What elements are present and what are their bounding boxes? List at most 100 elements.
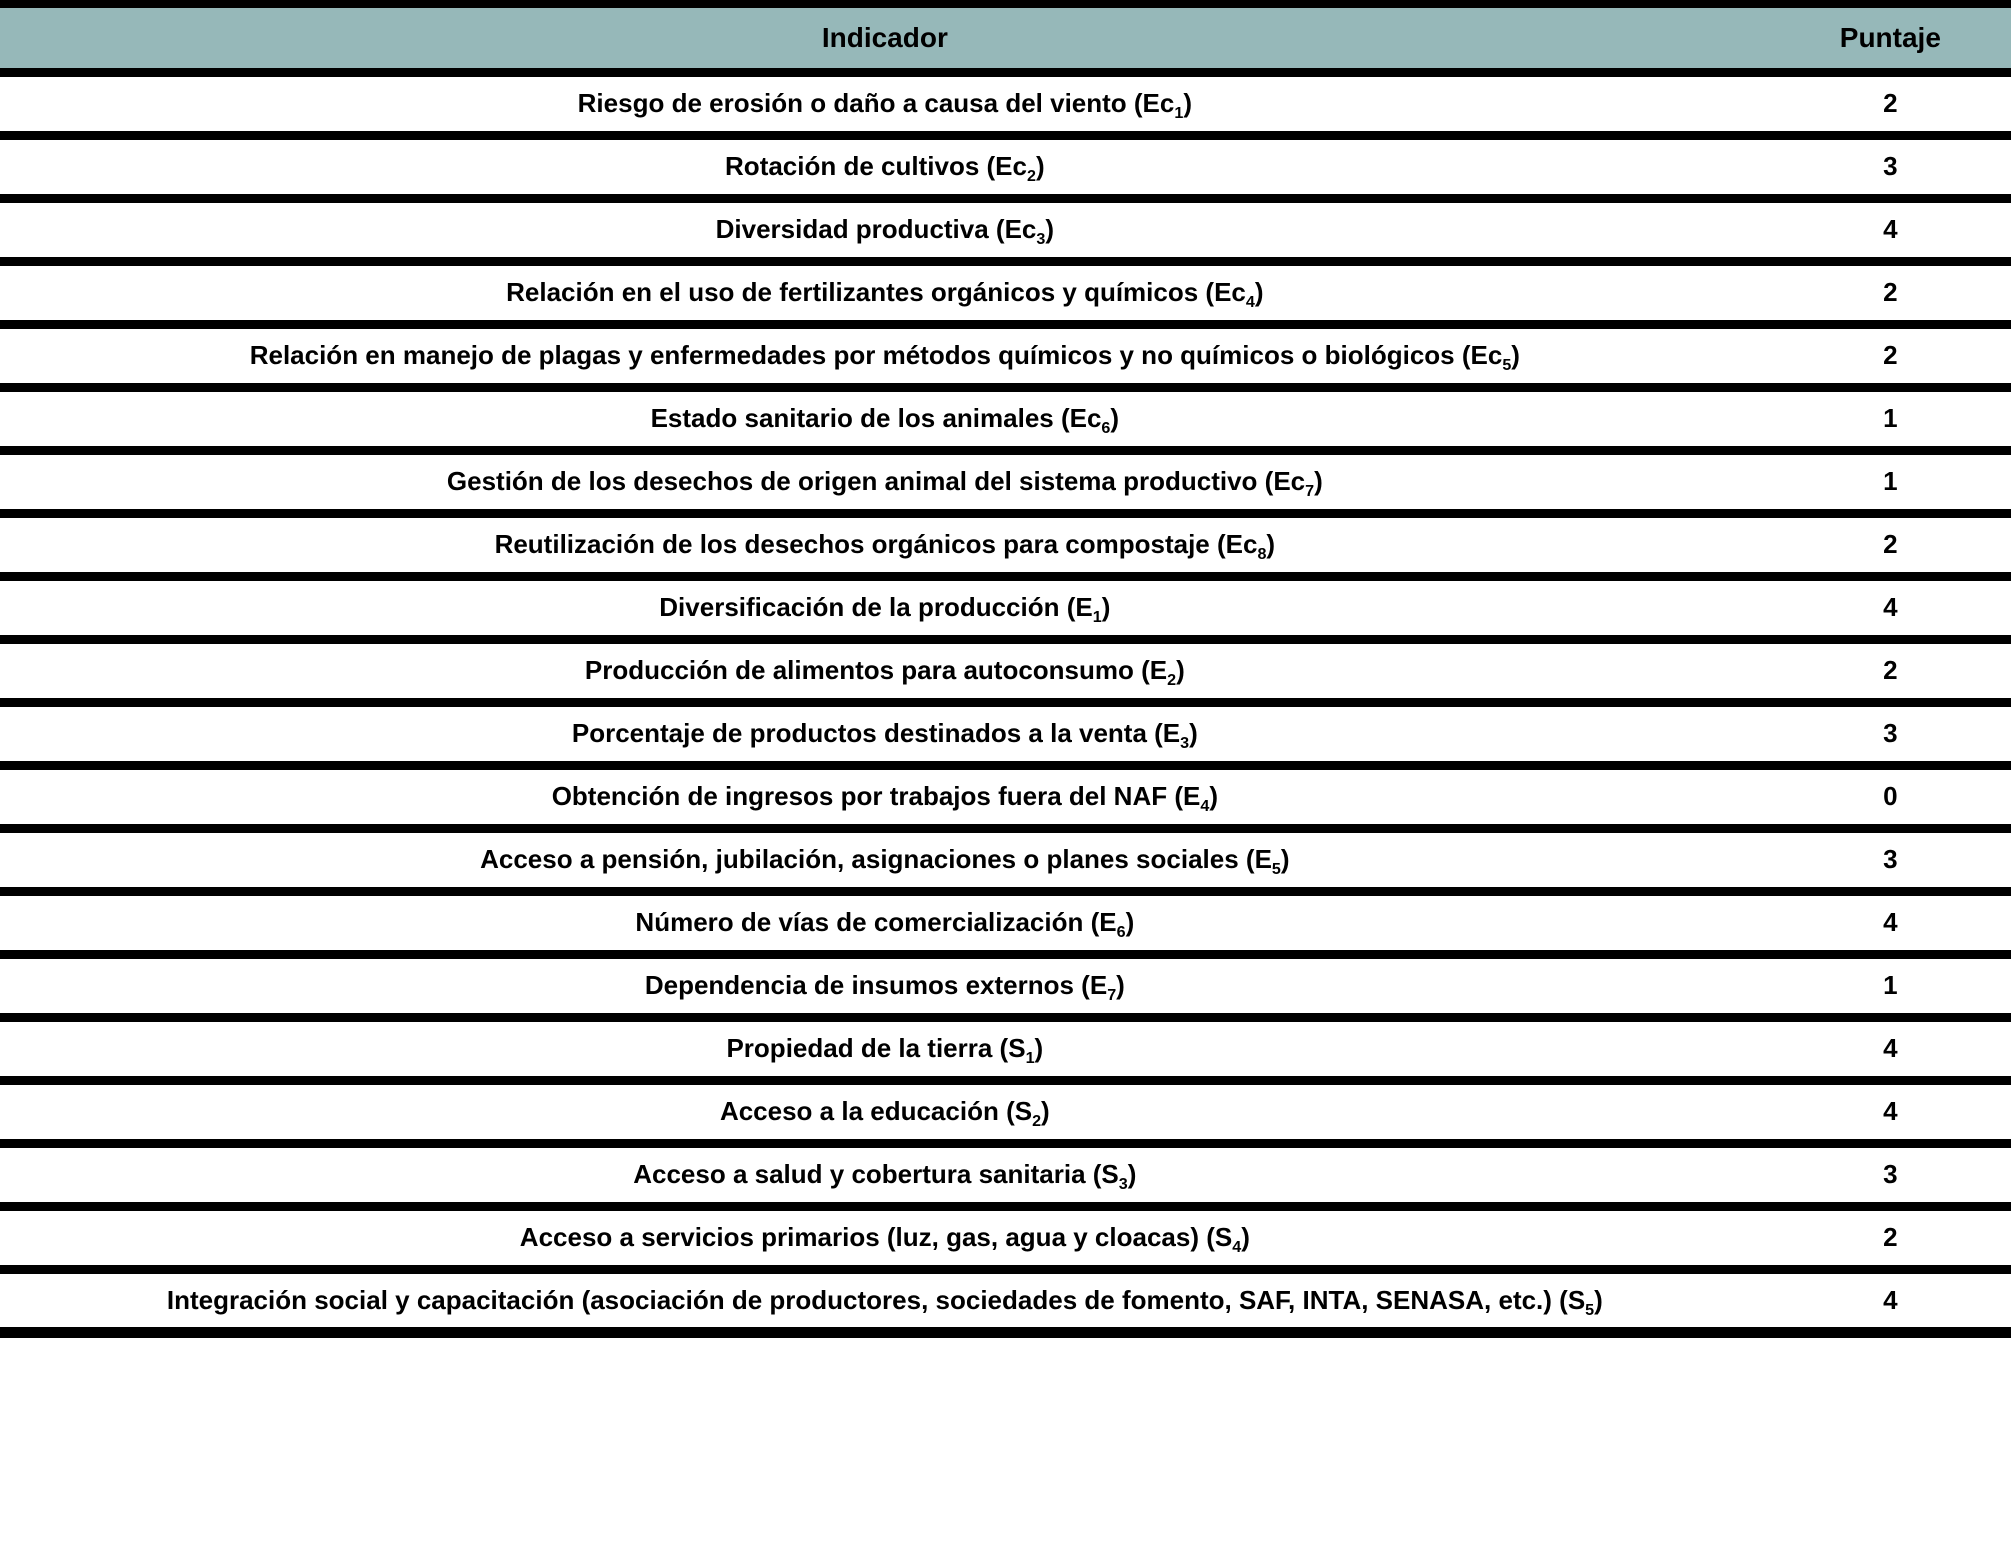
indicator-cell: Obtención de ingresos por trabajos fuera… <box>0 765 1770 833</box>
indicator-subscript: 8 <box>1257 545 1267 564</box>
table-row: Acceso a la educación (S2) 4 <box>0 1080 2011 1148</box>
indicator-cell: Diversificación de la producción (E1) <box>0 576 1770 644</box>
indicator-cell: Acceso a la educación (S2) <box>0 1080 1770 1148</box>
indicator-cell: Acceso a salud y cobertura sanitaria (S3… <box>0 1143 1770 1211</box>
indicator-cell: Acceso a pensión, jubilación, asignacion… <box>0 828 1770 896</box>
header-indicator: Indicador <box>0 4 1770 77</box>
indicator-cell: Propiedad de la tierra (S1) <box>0 1017 1770 1085</box>
indicator-text: Gestión de los desechos de origen animal… <box>446 466 1306 496</box>
indicator-subscript: 6 <box>1116 923 1126 942</box>
indicator-text: Integración social y capacitación (asoci… <box>166 1284 1586 1315</box>
indicator-text: Diversificación de la producción (E <box>659 592 1093 622</box>
indicator-subscript: 2 <box>1032 1112 1042 1131</box>
indicator-text: Diversidad productiva (Ec <box>715 214 1037 244</box>
score-cell: 3 <box>1769 828 2011 896</box>
indicator-close-paren: ) <box>1254 277 1264 307</box>
table-row: Dependencia de insumos externos (E7) 1 <box>0 954 2011 1022</box>
table-row: Reutilización de los desechos orgánicos … <box>0 513 2011 581</box>
score-cell: 1 <box>1769 954 2011 1022</box>
header-score: Puntaje <box>1769 4 2011 77</box>
indicator-cell: Producción de alimentos para autoconsumo… <box>0 639 1770 707</box>
indicator-subscript: 2 <box>1167 671 1177 690</box>
indicator-text: Relación en manejo de plagas y enfermeda… <box>249 340 1503 370</box>
indicator-cell: Número de vías de comercialización (E6) <box>0 891 1770 959</box>
score-cell: 1 <box>1769 450 2011 518</box>
indicator-subscript: 6 <box>1101 419 1111 438</box>
score-cell: 2 <box>1769 261 2011 329</box>
indicator-close-paren: ) <box>1125 907 1135 937</box>
indicator-close-paren: ) <box>1127 1159 1137 1189</box>
score-cell: 2 <box>1769 639 2011 707</box>
indicator-cell: Diversidad productiva (Ec3) <box>0 198 1770 266</box>
indicator-subscript: 5 <box>1271 860 1281 879</box>
score-cell: 2 <box>1769 72 2011 140</box>
table-row: Rotación de cultivos (Ec2) 3 <box>0 135 2011 203</box>
indicator-subscript: 4 <box>1232 1238 1242 1257</box>
indicator-text: Porcentaje de productos destinados a la … <box>571 718 1181 748</box>
indicator-close-paren: ) <box>1594 1284 1603 1315</box>
indicator-text: Acceso a pensión, jubilación, asignacion… <box>480 844 1272 874</box>
table-row: Estado sanitario de los animales (Ec6) 1 <box>0 387 2011 455</box>
table-row: Gestión de los desechos de origen animal… <box>0 450 2011 518</box>
score-cell: 2 <box>1769 513 2011 581</box>
score-cell: 1 <box>1769 387 2011 455</box>
indicator-text: Riesgo de erosión o daño a causa del vie… <box>577 88 1175 118</box>
indicator-subscript: 3 <box>1118 1175 1128 1194</box>
indicator-subscript: 1 <box>1092 608 1102 627</box>
indicator-close-paren: ) <box>1241 1222 1250 1252</box>
indicator-close-paren: ) <box>1280 844 1290 874</box>
indicator-close-paren: ) <box>1314 466 1323 496</box>
indicator-close-paren: ) <box>1176 655 1185 685</box>
indicator-close-paren: ) <box>1183 88 1193 118</box>
table-row: Acceso a pensión, jubilación, asignacion… <box>0 828 2011 896</box>
indicator-cell: Dependencia de insumos externos (E7) <box>0 954 1770 1022</box>
score-cell: 3 <box>1769 702 2011 770</box>
indicator-close-paren: ) <box>1266 529 1276 559</box>
score-cell: 4 <box>1769 1080 2011 1148</box>
table-row: Acceso a salud y cobertura sanitaria (S3… <box>0 1143 2011 1211</box>
table-row: Riesgo de erosión o daño a causa del vie… <box>0 72 2011 140</box>
indicator-cell: Riesgo de erosión o daño a causa del vie… <box>0 72 1770 140</box>
indicator-close-paren: ) <box>1034 1033 1044 1063</box>
score-cell: 2 <box>1769 1206 2011 1274</box>
score-cell: 2 <box>1769 324 2011 392</box>
indicator-cell: Relación en manejo de plagas y enfermeda… <box>0 324 1770 392</box>
table-row: Diversidad productiva (Ec3) 4 <box>0 198 2011 266</box>
indicator-close-paren: ) <box>1116 970 1125 1000</box>
table-row: Obtención de ingresos por trabajos fuera… <box>0 765 2011 833</box>
table-row: Integración social y capacitación (asoci… <box>0 1269 2011 1337</box>
score-cell: 4 <box>1769 1269 2011 1337</box>
table-row: Relación en manejo de plagas y enfermeda… <box>0 324 2011 392</box>
indicator-subscript: 3 <box>1180 734 1190 753</box>
indicator-subscript: 1 <box>1025 1049 1035 1068</box>
indicator-cell: Reutilización de los desechos orgánicos … <box>0 513 1770 581</box>
indicator-cell: Acceso a servicios primarios (luz, gas, … <box>0 1206 1770 1274</box>
indicator-close-paren: ) <box>1110 403 1120 433</box>
table-row: Relación en el uso de fertilizantes orgá… <box>0 261 2011 329</box>
indicator-close-paren: ) <box>1511 340 1520 370</box>
indicator-cell: Relación en el uso de fertilizantes orgá… <box>0 261 1770 329</box>
indicator-subscript: 1 <box>1174 104 1184 123</box>
indicator-text: Acceso a servicios primarios (luz, gas, … <box>519 1222 1233 1252</box>
indicator-subscript: 5 <box>1502 356 1512 375</box>
table-body: Riesgo de erosión o daño a causa del vie… <box>0 72 2011 1337</box>
indicator-text: Obtención de ingresos por trabajos fuera… <box>551 781 1201 811</box>
indicator-close-paren: ) <box>1045 214 1055 244</box>
table-row: Número de vías de comercialización (E6) … <box>0 891 2011 959</box>
indicator-close-paren: ) <box>1041 1096 1050 1126</box>
indicator-subscript: 5 <box>1585 1300 1595 1319</box>
indicator-text: Reutilización de los desechos orgánicos … <box>494 529 1258 559</box>
indicator-cell: Rotación de cultivos (Ec2) <box>0 135 1770 203</box>
score-cell: 4 <box>1769 891 2011 959</box>
indicator-text: Estado sanitario de los animales (Ec <box>650 403 1102 433</box>
indicator-close-paren: ) <box>1035 151 1045 181</box>
score-cell: 3 <box>1769 1143 2011 1211</box>
indicator-cell: Integración social y capacitación (asoci… <box>0 1269 1770 1337</box>
table-row: Producción de alimentos para autoconsumo… <box>0 639 2011 707</box>
score-cell: 3 <box>1769 135 2011 203</box>
indicator-subscript: 2 <box>1026 167 1036 186</box>
score-cell: 4 <box>1769 198 2011 266</box>
indicator-subscript: 4 <box>1200 797 1210 816</box>
indicator-text: Propiedad de la tierra (S <box>726 1033 1026 1063</box>
table-header-row: Indicador Puntaje <box>0 4 2011 77</box>
